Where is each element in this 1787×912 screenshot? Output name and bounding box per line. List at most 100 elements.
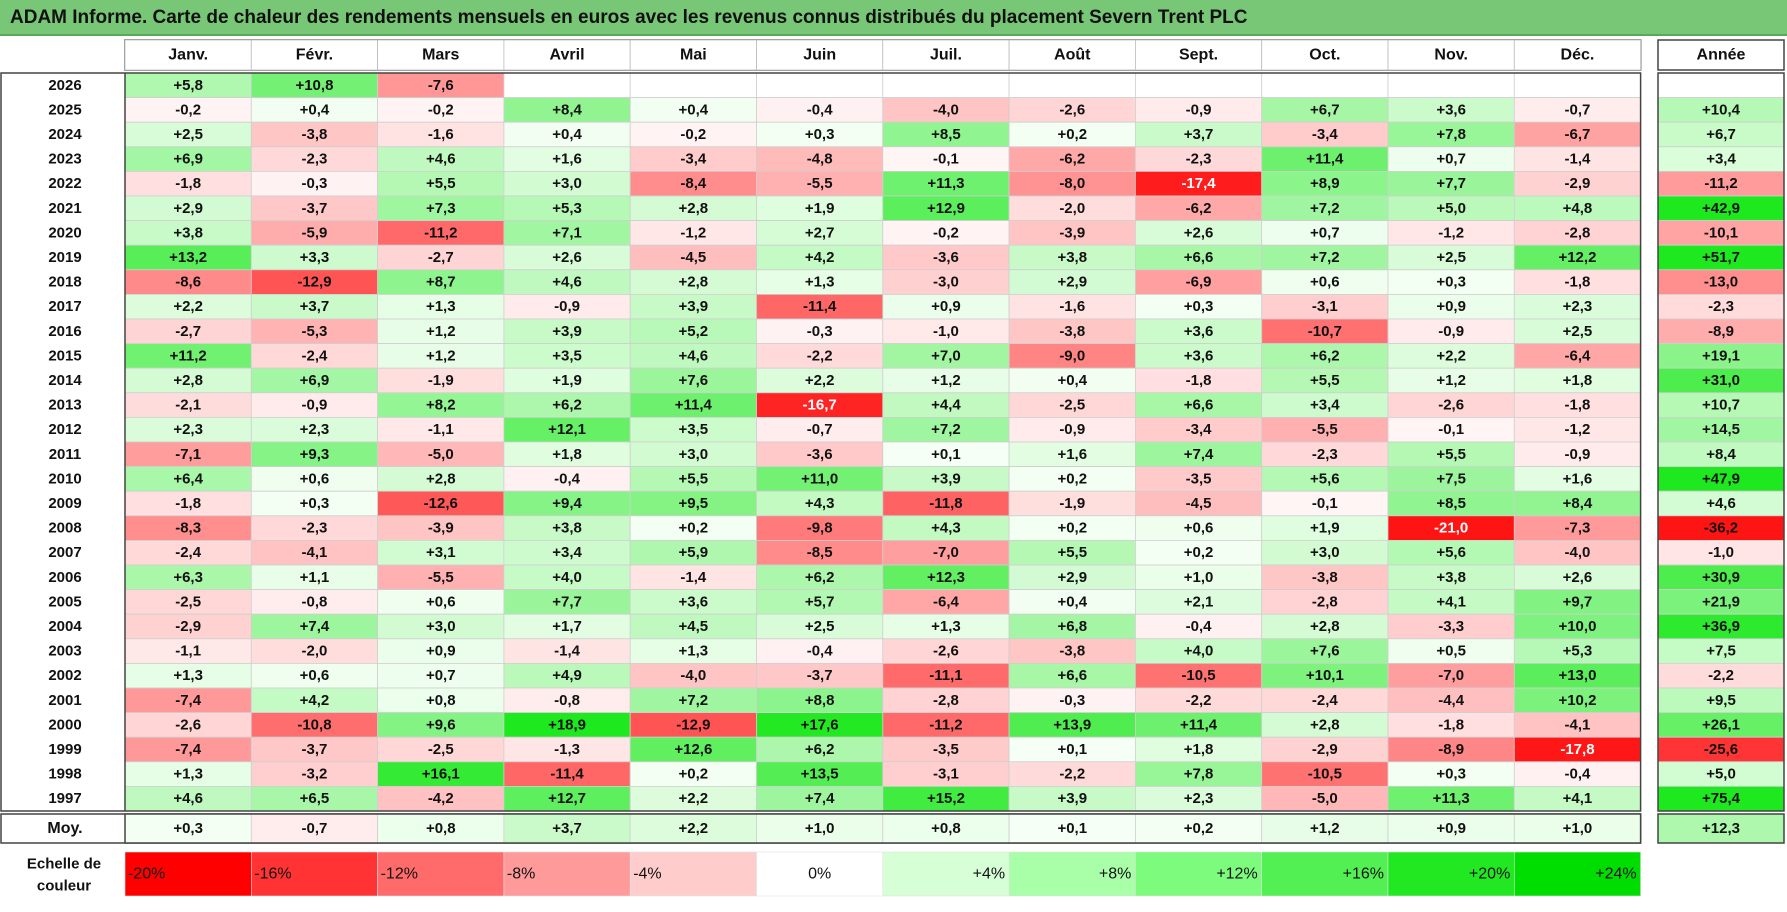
heat-cell-value: +8,5: [1436, 495, 1466, 512]
year-header-cell: [1657, 39, 1785, 71]
heat-cell: [250, 540, 379, 566]
row-year-label: 2018: [48, 274, 81, 291]
heat-cell-value: -3,7: [807, 667, 833, 684]
heat-cell: [377, 540, 505, 566]
heat-cell-value: -2,2: [1186, 692, 1212, 709]
heat-cell: [1008, 220, 1136, 246]
heat-cell-value: +0,1: [1057, 741, 1087, 758]
average-cell: [1261, 813, 1389, 844]
heat-cell-value: -2,3: [302, 520, 328, 537]
heat-cell: [1261, 146, 1389, 172]
heat-cell: [882, 786, 1010, 812]
heat-cell-value: -2,7: [428, 249, 454, 266]
heat-cell-value: +2,7: [805, 224, 835, 241]
heat-cell-value: +11,4: [675, 397, 713, 414]
heat-cell-value: -11,2: [424, 224, 457, 241]
heat-cell-value: -0,4: [1565, 766, 1592, 783]
heat-cell: [1135, 712, 1263, 738]
heat-cell-value: -10,5: [1308, 766, 1342, 783]
row-year-label: 2002: [48, 667, 81, 684]
heat-cell: [1387, 343, 1515, 369]
average-cell-value: +0,1: [1057, 820, 1087, 837]
heat-cell: [756, 712, 884, 738]
heat-cell: [1135, 786, 1263, 812]
heat-cell-value: +13,5: [801, 766, 839, 783]
heat-cell: [629, 97, 757, 123]
month-header-label: Août: [1054, 47, 1091, 64]
heat-cell-value: +2,3: [1184, 790, 1214, 807]
heat-cell-value: +18,9: [548, 716, 586, 733]
scale-label-line1: Echelle de: [27, 856, 101, 873]
heat-cell-value: -3,4: [1312, 126, 1339, 143]
heat-cell-value: +6,9: [173, 151, 203, 168]
heat-cell: [250, 72, 379, 99]
heat-cell: [1387, 72, 1515, 99]
heat-cell: [756, 72, 884, 99]
heat-cell-value: -6,4: [1565, 347, 1592, 364]
heat-cell-value: -8,9: [1438, 741, 1464, 758]
heat-cell: [882, 392, 1010, 418]
row-year-label: 2000: [48, 716, 81, 733]
heat-cell-value: +7,1: [552, 224, 582, 241]
heat-cell-value: +1,3: [805, 274, 835, 291]
average-annual-value: +12,3: [1702, 820, 1740, 837]
heat-cell-value: +8,4: [1563, 495, 1593, 512]
heat-cell-value: -2,4: [1312, 692, 1339, 709]
heat-cell-value: +1,2: [931, 372, 961, 389]
heat-cell: [756, 515, 884, 541]
heat-cell: [1008, 613, 1136, 640]
heat-cell: [1008, 466, 1136, 492]
heat-cell-value: +0,8: [426, 692, 456, 709]
year-header-label: Année: [1697, 47, 1746, 64]
scale-swatch-label: -8%: [507, 866, 535, 883]
heat-cell-value: -0,4: [807, 101, 834, 118]
heat-cell-value: -4,0: [680, 667, 706, 684]
heat-cell: [882, 416, 1010, 443]
heat-cell-value: +4,2: [805, 249, 835, 266]
heat-cell-value: -1,2: [680, 224, 706, 241]
heat-cell-value: -2,2: [807, 347, 833, 364]
heat-cell-value: -0,2: [933, 224, 959, 241]
heat-cell-value: +8,2: [426, 397, 456, 414]
heat-cell: [503, 343, 631, 369]
heat-cell-value: -2,7: [175, 323, 201, 340]
heat-cell: [629, 613, 757, 640]
heat-cell: [377, 687, 505, 714]
heat-cell-value: -1,8: [175, 175, 201, 192]
row-year-label: 2024: [48, 126, 82, 143]
heat-cell-value: -2,0: [1059, 200, 1085, 217]
heat-cell-value: +12,9: [927, 200, 965, 217]
heat-cell: [124, 97, 252, 123]
row-year-label: 1999: [48, 741, 81, 758]
heat-cell: [629, 244, 757, 271]
heat-cell-value: +4,1: [1563, 790, 1593, 807]
heat-cell-value: +3,7: [1184, 126, 1214, 143]
heat-cell-value: +6,4: [173, 470, 203, 487]
heat-cell-value: -0,8: [302, 593, 328, 610]
heat-cell-value: +3,9: [679, 298, 709, 315]
heat-cell-value: -7,0: [933, 544, 959, 561]
heat-cell-value: +1,8: [552, 446, 582, 463]
heat-cell: [882, 736, 1010, 763]
heat-cell: [1261, 367, 1389, 394]
heat-cell: [1135, 72, 1263, 99]
heat-cell: [1135, 343, 1263, 369]
heat-cell: [1513, 367, 1642, 394]
heat-cell-value: +6,2: [805, 741, 835, 758]
heat-cell-value: -7,0: [1438, 667, 1464, 684]
heat-cell-value: +0,4: [1057, 593, 1087, 610]
heat-cell-value: +0,9: [426, 643, 456, 660]
heat-cell-value: -4,0: [933, 101, 959, 118]
heat-cell: [756, 736, 884, 763]
month-header-label: Juin: [803, 47, 836, 64]
heat-cell-value: -1,1: [428, 421, 454, 438]
heat-cell: [1387, 466, 1515, 492]
heat-cell-value: -0,9: [1059, 421, 1085, 438]
heat-cell-value: -3,7: [302, 741, 328, 758]
heat-cell: [503, 712, 631, 738]
heat-cell-value: +2,8: [679, 200, 709, 217]
heat-cell-value: +4,3: [931, 520, 961, 537]
heat-cell-value: +2,6: [1563, 569, 1593, 586]
heat-cell-value: +4,0: [1184, 643, 1214, 660]
heat-cell-value: +5,6: [1436, 544, 1466, 561]
